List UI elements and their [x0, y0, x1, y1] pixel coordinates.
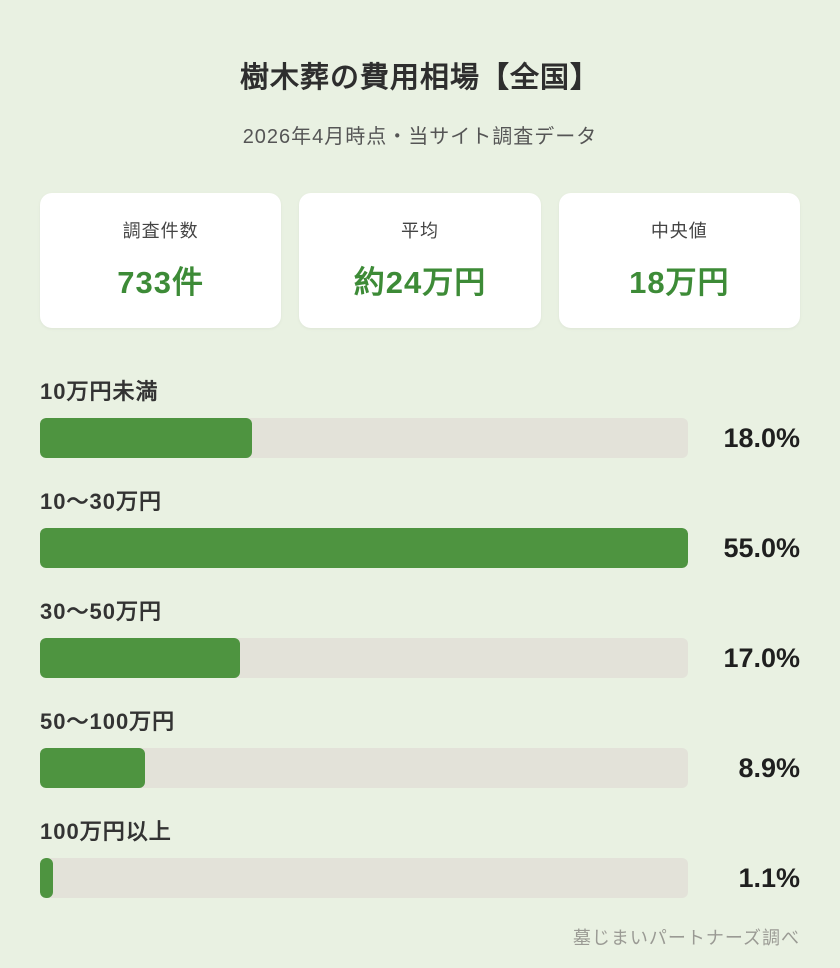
bar-group: 50〜100万円 8.9% [40, 704, 800, 788]
bar-group: 30〜50万円 17.0% [40, 594, 800, 678]
bar-category-label: 10万円未満 [40, 379, 159, 404]
bar-track [40, 418, 688, 458]
stat-label: 調査件数 [122, 221, 199, 241]
stat-value: 18万円 [629, 265, 730, 300]
bar-fill [40, 528, 688, 568]
bar-value-label: 18.0% [723, 422, 800, 453]
bar-chart: 10万円未満 18.0% 10〜30万円 55.0% 30〜50万円 17.0% 50〜10… [40, 374, 800, 898]
stat-label: 中央値 [650, 221, 708, 241]
bar-category-label: 10〜30万円 [40, 489, 162, 514]
source-credit: 墓じまいパートナーズ調べ [572, 928, 800, 948]
bar-category-label: 100万円以上 [40, 819, 172, 844]
bar-track [40, 858, 688, 898]
bar-value-label: 8.9% [738, 752, 800, 783]
bar-value-label: 17.0% [723, 642, 800, 673]
stat-value: 約24万円 [353, 265, 487, 300]
bar-track [40, 748, 688, 788]
page-title: 樹木葬の費用相場【全国】 [239, 62, 600, 94]
bar-fill [40, 418, 253, 458]
bar-track [40, 528, 688, 568]
stat-card-survey-count: 調査件数 733件 [40, 193, 282, 328]
bar-value-label: 55.0% [723, 532, 800, 563]
bar-row: 17.0% [40, 638, 800, 678]
stat-card-median: 中央値 18万円 [558, 193, 800, 328]
page-subtitle: 2026年4月時点・当サイト調査データ [242, 126, 598, 148]
bar-fill [40, 858, 53, 898]
bar-category-label: 50〜100万円 [40, 709, 176, 734]
stat-card-average: 平均 約24万円 [299, 193, 541, 328]
bar-row: 8.9% [40, 748, 800, 788]
stat-label: 平均 [400, 221, 439, 241]
bar-fill [40, 638, 241, 678]
bar-group: 10〜30万円 55.0% [40, 484, 800, 568]
bar-fill [40, 748, 145, 788]
bar-row: 55.0% [40, 528, 800, 568]
stat-value: 733件 [117, 265, 205, 300]
bar-row: 1.1% [40, 858, 800, 898]
bar-value-label: 1.1% [738, 862, 800, 893]
bar-row: 18.0% [40, 418, 800, 458]
bar-group: 10万円未満 18.0% [40, 374, 800, 458]
bar-group: 100万円以上 1.1% [40, 814, 800, 898]
bar-category-label: 30〜50万円 [40, 599, 162, 624]
stats-row: 調査件数 733件 平均 約24万円 中央値 18万円 [40, 193, 800, 328]
bar-track [40, 638, 688, 678]
